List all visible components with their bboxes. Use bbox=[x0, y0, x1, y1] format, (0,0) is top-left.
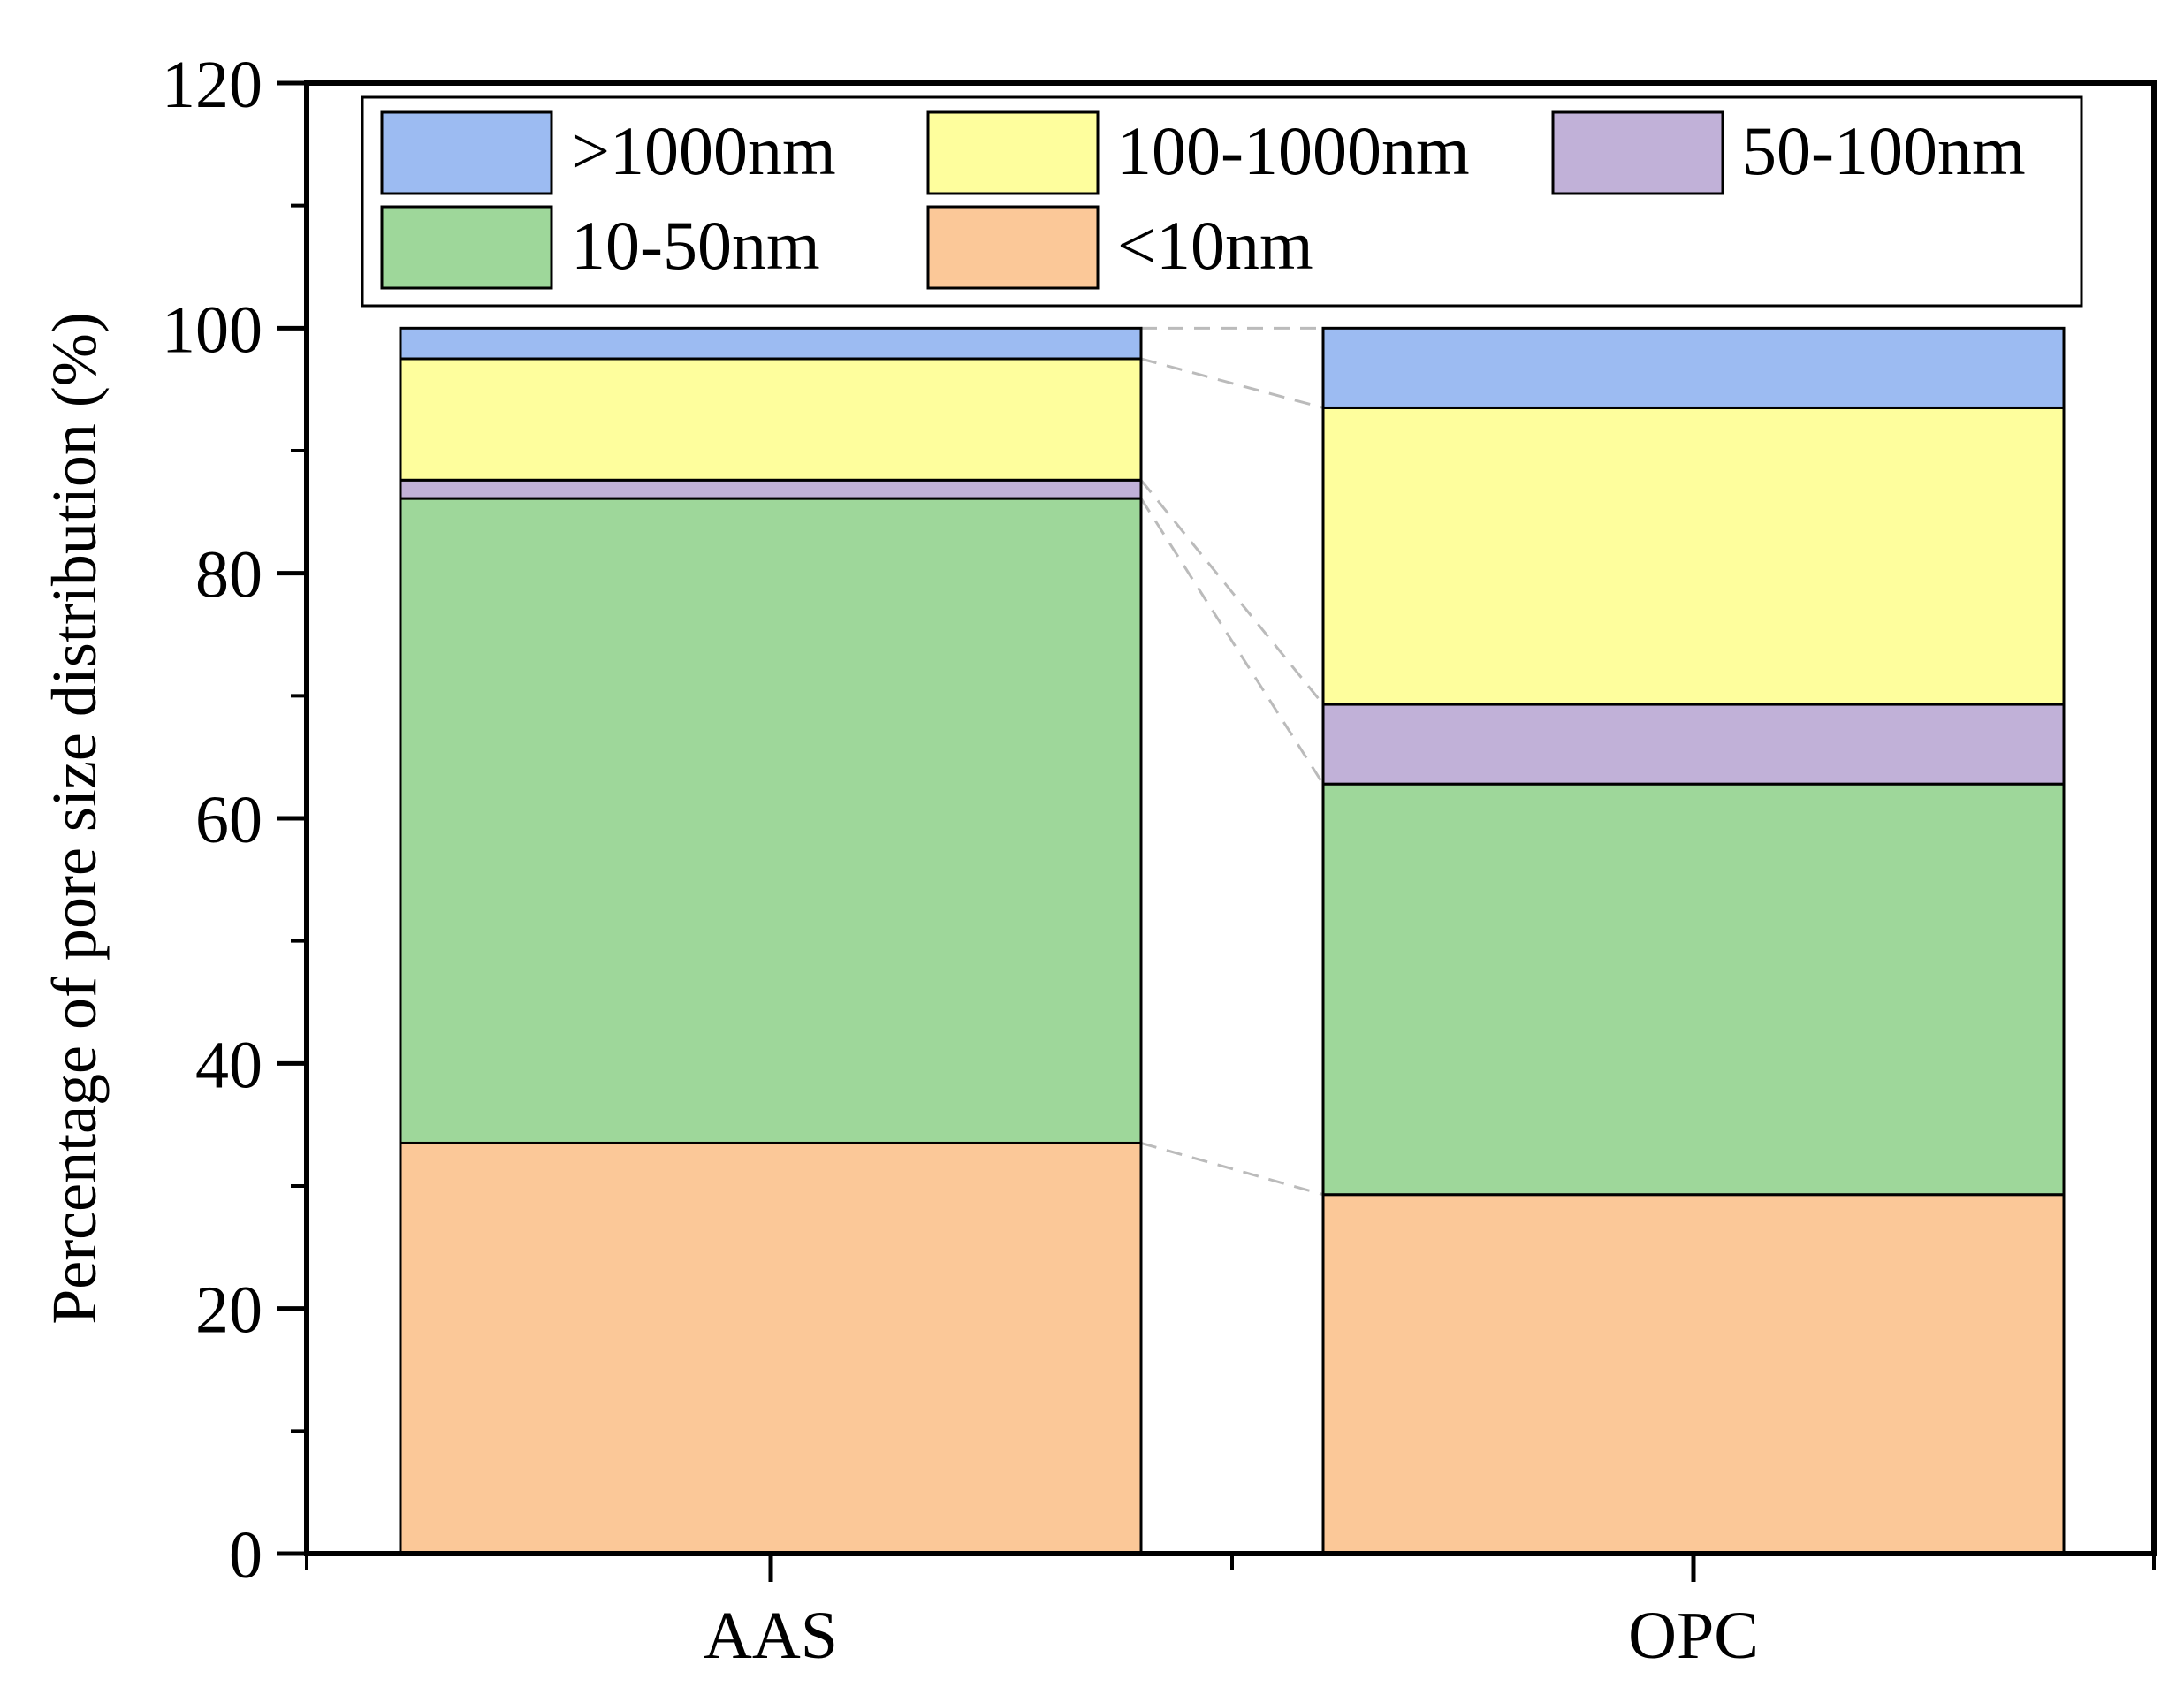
connector-line-1 bbox=[1139, 498, 1325, 785]
bar-segment-opc-4 bbox=[1321, 326, 2066, 409]
bar-segment-opc-1 bbox=[1321, 782, 2066, 1197]
connector-lines bbox=[1139, 326, 1325, 1197]
bar-segment-opc-0 bbox=[1321, 1193, 2066, 1555]
legend-label-3: 10-50nm bbox=[571, 207, 820, 284]
legend: >1000nm 100-1000nm 50-100nm 10-50nm <10nm bbox=[361, 95, 2083, 308]
x-tick-label-opc: OPC bbox=[1628, 1599, 1759, 1673]
bar-segment-aas-2 bbox=[399, 478, 1143, 500]
y-tick-label: 120 bbox=[162, 48, 263, 122]
x-tick-label-aas: AAS bbox=[704, 1599, 838, 1673]
connector-line-2 bbox=[1139, 479, 1325, 705]
y-tick-label: 40 bbox=[195, 1028, 263, 1102]
y-axis-title: Percentage of pore size distribution (%) bbox=[39, 312, 110, 1325]
bar-segment-aas-1 bbox=[399, 497, 1143, 1144]
bar-segment-opc-3 bbox=[1321, 406, 2066, 706]
legend-box bbox=[361, 95, 2083, 308]
legend-label-1: 100-1000nm bbox=[1117, 112, 1470, 189]
bar-segment-aas-0 bbox=[399, 1141, 1143, 1555]
legend-swatch-2 bbox=[1551, 110, 1724, 195]
y-tick-label: 60 bbox=[195, 783, 263, 857]
y-tick-label: 20 bbox=[195, 1273, 263, 1348]
bar-segment-aas-4 bbox=[399, 326, 1143, 361]
y-tick-label: 80 bbox=[195, 538, 263, 612]
bar-segment-opc-2 bbox=[1321, 703, 2066, 786]
connector-line-3 bbox=[1140, 357, 1324, 409]
legend-swatch-4 bbox=[926, 205, 1100, 290]
bar-segment-aas-3 bbox=[399, 357, 1143, 482]
connector-line-0 bbox=[1140, 1142, 1324, 1197]
legend-label-2: 50-100nm bbox=[1742, 112, 2026, 189]
legend-swatch-1 bbox=[926, 110, 1100, 195]
y-tick-label: 0 bbox=[229, 1518, 263, 1592]
legend-label-0: >1000nm bbox=[571, 112, 836, 189]
legend-swatch-0 bbox=[380, 110, 553, 195]
legend-label-4: <10nm bbox=[1117, 207, 1313, 284]
y-tick-label: 100 bbox=[162, 293, 263, 367]
axis-ticks: 0 20 40 60 80 100 120 AAS OPC bbox=[162, 48, 2156, 1673]
bars bbox=[399, 326, 2066, 1555]
legend-swatch-3 bbox=[380, 205, 553, 290]
